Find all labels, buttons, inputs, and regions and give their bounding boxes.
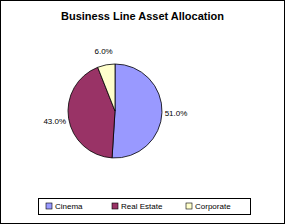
legend: Cinema Real Estate Corporate xyxy=(39,199,251,215)
legend-swatch xyxy=(112,203,118,209)
chart-title: Business Line Asset Allocation xyxy=(61,10,224,22)
legend-label: Corporate xyxy=(195,202,231,211)
data-label: 51.0% xyxy=(165,109,188,118)
chart: Business Line Asset Allocation 51.0% 43.0%… xyxy=(0,0,285,224)
legend-box xyxy=(39,199,251,215)
legend-swatch xyxy=(46,203,52,209)
pie-slice xyxy=(98,64,115,111)
pie xyxy=(68,64,162,158)
data-label: 43.0% xyxy=(43,117,66,126)
legend-label: Cinema xyxy=(55,202,83,211)
legend-label: Real Estate xyxy=(121,202,163,211)
legend-swatch xyxy=(186,203,192,209)
pie-slice xyxy=(112,64,162,158)
data-label: 6.0% xyxy=(94,47,112,56)
chart-border xyxy=(1,1,285,224)
